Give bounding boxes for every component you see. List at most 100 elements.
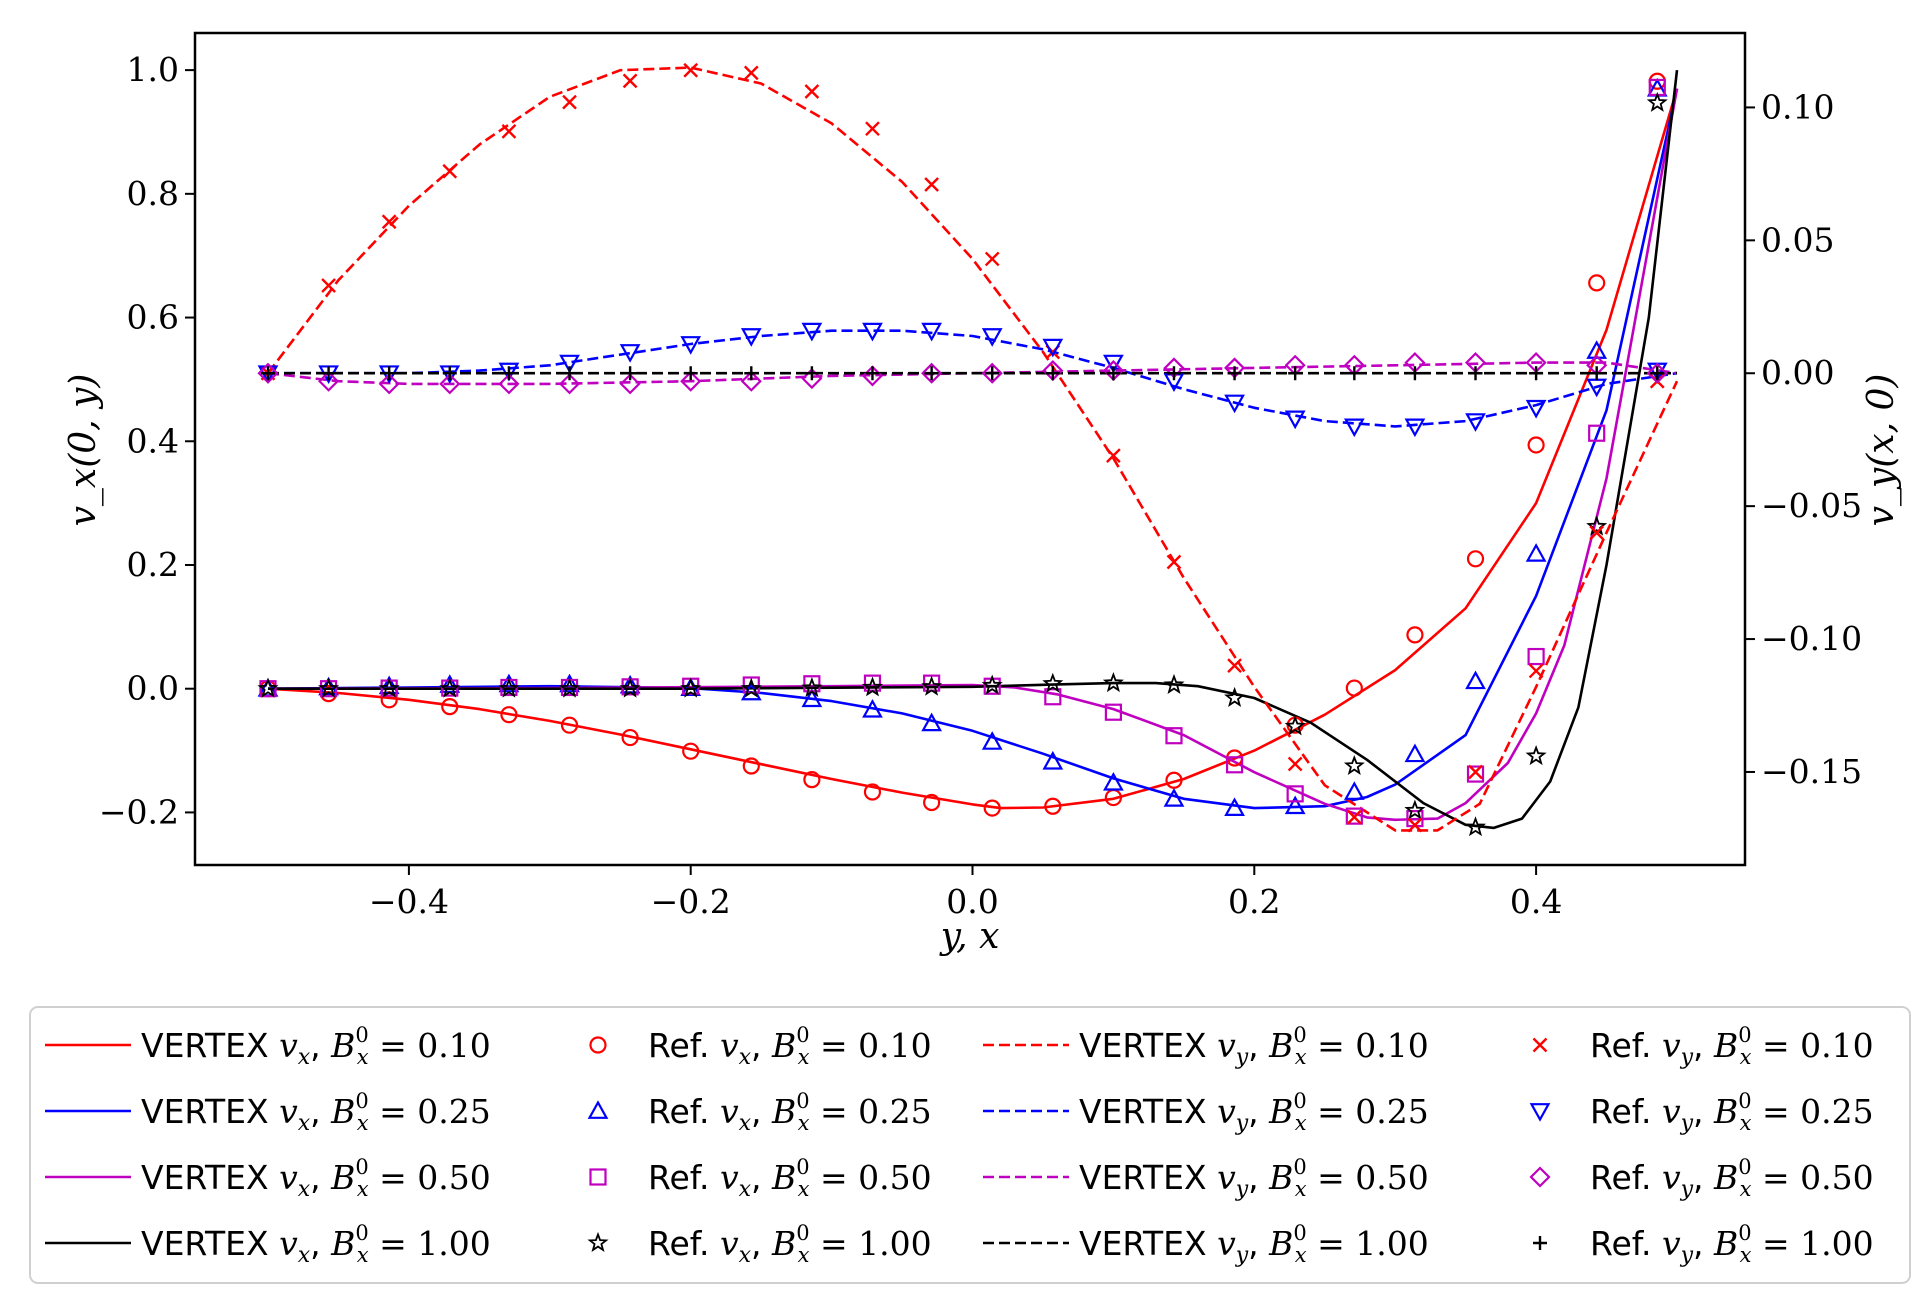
data-point	[801, 677, 823, 698]
series-markers	[257, 62, 1668, 837]
data-point	[804, 366, 819, 381]
legend-entry-ref-v-x-b-x-0-0-10: Ref. vx, B0 x = 0.10	[589, 1023, 932, 1070]
data-point	[1468, 366, 1483, 381]
legend-entry-ref-v-y-b-x-0-0-10: Ref. vy, B0 x = 0.10	[1532, 1023, 1874, 1070]
data-point	[863, 783, 882, 801]
data-point	[1589, 366, 1604, 381]
legend-label: VERTEX vx, B0 x = 0.25	[141, 1089, 491, 1136]
y-left-axis-label: v_x(0, y)	[63, 374, 104, 527]
data-point	[804, 84, 820, 99]
y-left-tick-label: 0.8	[127, 174, 179, 213]
data-point	[801, 688, 823, 708]
data-point	[622, 73, 638, 89]
data-point	[559, 354, 580, 374]
data-point	[1227, 366, 1242, 381]
data-point	[562, 366, 577, 381]
legend-entry-vertex-v-y-b-x-0-1-00: VERTEX vy, B0 x = 1.00	[983, 1221, 1429, 1268]
data-point	[683, 62, 699, 78]
data-point	[981, 731, 1003, 750]
data-point	[501, 124, 517, 139]
legend-label: VERTEX vy, B0 x = 1.00	[1079, 1221, 1429, 1268]
data-point	[1465, 413, 1486, 432]
legend-label: VERTEX vy, B0 x = 0.10	[1079, 1023, 1429, 1070]
legend-entry-vertex-v-x-b-x-0-0-10: VERTEX vx, B0 x = 0.10	[45, 1023, 491, 1070]
data-point	[1225, 756, 1244, 774]
y-left-tick-label: 0.0	[127, 669, 179, 708]
legend-marker-swatch	[1529, 1166, 1551, 1188]
legend-marker-swatch	[587, 1231, 609, 1252]
legend-marker-swatch	[589, 1036, 607, 1054]
legend-label: VERTEX vx, B0 x = 1.00	[141, 1221, 491, 1268]
data-point	[1288, 366, 1303, 381]
data-point	[441, 698, 459, 716]
y-right-tick-label: −0.05	[1761, 486, 1862, 525]
data-point	[861, 676, 883, 697]
data-point	[862, 698, 883, 718]
data-point	[1166, 366, 1181, 381]
data-point	[621, 728, 639, 747]
data-point	[558, 677, 581, 698]
series-line-vertex-v-y-b-x-0-0-25	[268, 329, 1678, 428]
legend-entry-ref-v-y-b-x-0-1-00: Ref. vy, B0 x = 1.00	[1533, 1221, 1874, 1268]
data-point	[1042, 672, 1064, 693]
data-point	[1406, 626, 1424, 644]
legend-label: Ref. vy, B0 x = 0.50	[1590, 1155, 1874, 1202]
data-point	[1343, 418, 1365, 438]
x-tick-label: 0.0	[946, 882, 998, 921]
y-right-tick-label: −0.10	[1761, 619, 1862, 658]
data-point	[801, 368, 823, 390]
data-point	[924, 366, 939, 381]
data-point	[1589, 525, 1605, 541]
x-tick-label: 0.2	[1228, 882, 1280, 921]
data-point	[321, 278, 336, 293]
data-point	[923, 793, 941, 812]
data-point	[261, 366, 275, 381]
legend-label: Ref. vy, B0 x = 1.00	[1590, 1221, 1874, 1268]
data-point	[865, 121, 880, 137]
legend-entry-vertex-v-x-b-x-0-0-50: VERTEX vx, B0 x = 0.50	[45, 1155, 491, 1202]
data-point	[498, 373, 520, 395]
y-right-axis-ticks: −0.15 −0.10 −0.05 0.00 0.05 0.10	[1745, 87, 1862, 791]
data-point	[1646, 91, 1668, 112]
legend-label: VERTEX vy, B0 x = 0.50	[1079, 1155, 1429, 1202]
data-point	[501, 366, 516, 381]
data-point	[1527, 436, 1545, 454]
data-point	[1588, 424, 1606, 442]
data-point	[1404, 418, 1426, 438]
data-point	[1224, 686, 1246, 707]
data-point	[921, 322, 943, 342]
data-point	[680, 677, 702, 698]
data-point	[921, 712, 943, 732]
data-point	[981, 362, 1003, 384]
data-point	[1284, 410, 1306, 430]
data-point	[1163, 788, 1185, 807]
data-point	[981, 674, 1003, 695]
legend-entry-vertex-v-x-b-x-0-0-25: VERTEX vx, B0 x = 0.25	[45, 1089, 491, 1136]
data-point	[1104, 703, 1123, 721]
series-points-ref-v-x-b-x-0-1-00	[257, 91, 1668, 837]
data-point	[1106, 448, 1121, 463]
data-point	[318, 370, 340, 392]
data-point	[983, 799, 1001, 817]
legend-entry-ref-v-y-b-x-0-0-50: Ref. vy, B0 x = 0.50	[1529, 1155, 1874, 1202]
data-point	[498, 673, 520, 693]
x-axis-ticks: −0.4 −0.2 0.0 0.2 0.4	[369, 865, 1562, 921]
data-point	[740, 677, 762, 698]
data-point	[683, 366, 698, 381]
y-right-tick-label: 0.05	[1761, 220, 1834, 259]
data-point	[1042, 750, 1064, 770]
data-point	[1527, 647, 1545, 666]
legend-entry-vertex-v-y-b-x-0-0-10: VERTEX vy, B0 x = 0.10	[983, 1023, 1429, 1070]
data-point	[1525, 543, 1547, 562]
legend-box	[29, 1006, 1911, 1284]
legend-marker-swatch	[1529, 1103, 1551, 1122]
data-point	[1466, 765, 1485, 783]
data-point	[558, 373, 581, 395]
series-line-vertex-v-x-b-x-0-0-10	[267, 88, 1679, 810]
y-left-axis-ticks: −0.2 0.0 0.2 0.4 0.6 0.8 1.0	[99, 50, 195, 831]
data-point	[1165, 771, 1183, 789]
plot-frame	[193, 31, 1747, 867]
series-line-vertex-v-y-b-x-0-0-10	[266, 66, 1679, 832]
data-point	[562, 94, 577, 110]
